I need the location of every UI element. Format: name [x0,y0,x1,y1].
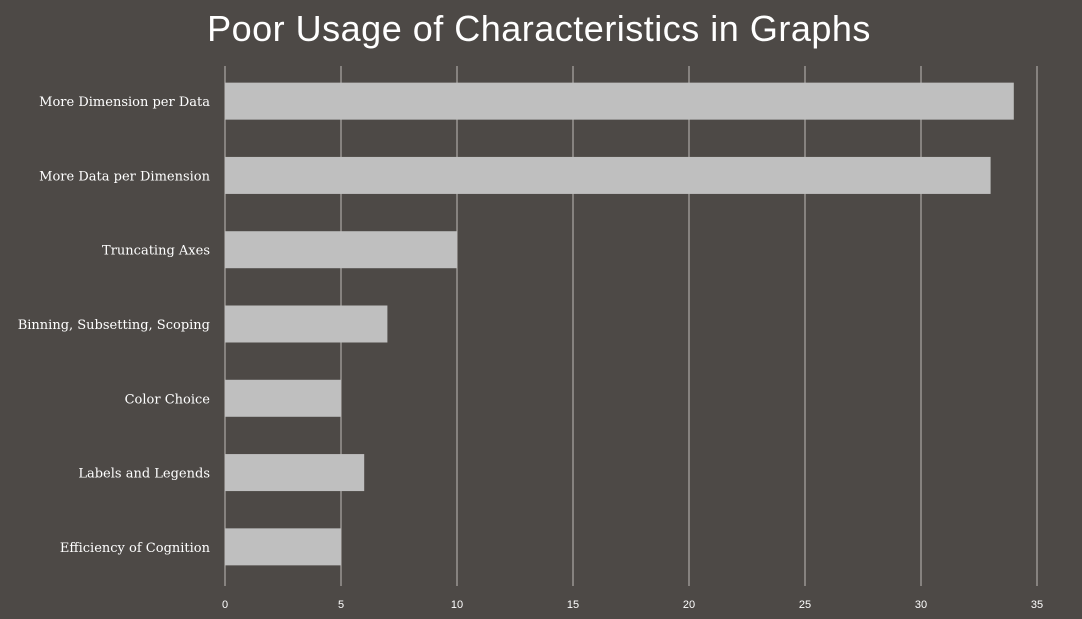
chart-title: Poor Usage of Characteristics in Graphs [207,8,871,49]
category-labels: More Dimension per Data More Data per Dim… [18,95,211,556]
bars [225,82,1014,566]
category-label: More Data per Dimension [39,169,210,184]
category-label: Color Choice [125,392,211,407]
category-label: Truncating Axes [102,244,210,259]
bar [225,528,341,566]
bar [225,454,365,492]
x-tick-label: 5 [338,599,344,611]
x-tick-labels: 0 5 10 15 20 25 30 35 [222,599,1043,611]
category-label: More Dimension per Data [39,95,210,110]
category-label: Labels and Legends [78,467,210,482]
x-tick-label: 35 [1031,599,1043,611]
category-label: Efficiency of Cognition [60,541,211,556]
x-tick-label: 25 [799,599,811,611]
x-tick-label: 30 [915,599,927,611]
bar [225,82,1014,120]
x-tick-label: 10 [451,599,463,611]
bar [225,231,457,269]
category-label: Binning, Subsetting, Scoping [18,318,210,333]
x-tick-label: 0 [222,599,228,611]
bar [225,379,341,417]
bar [225,305,388,343]
x-tick-label: 15 [567,599,579,611]
bar [225,156,991,194]
x-tick-label: 20 [683,599,695,611]
